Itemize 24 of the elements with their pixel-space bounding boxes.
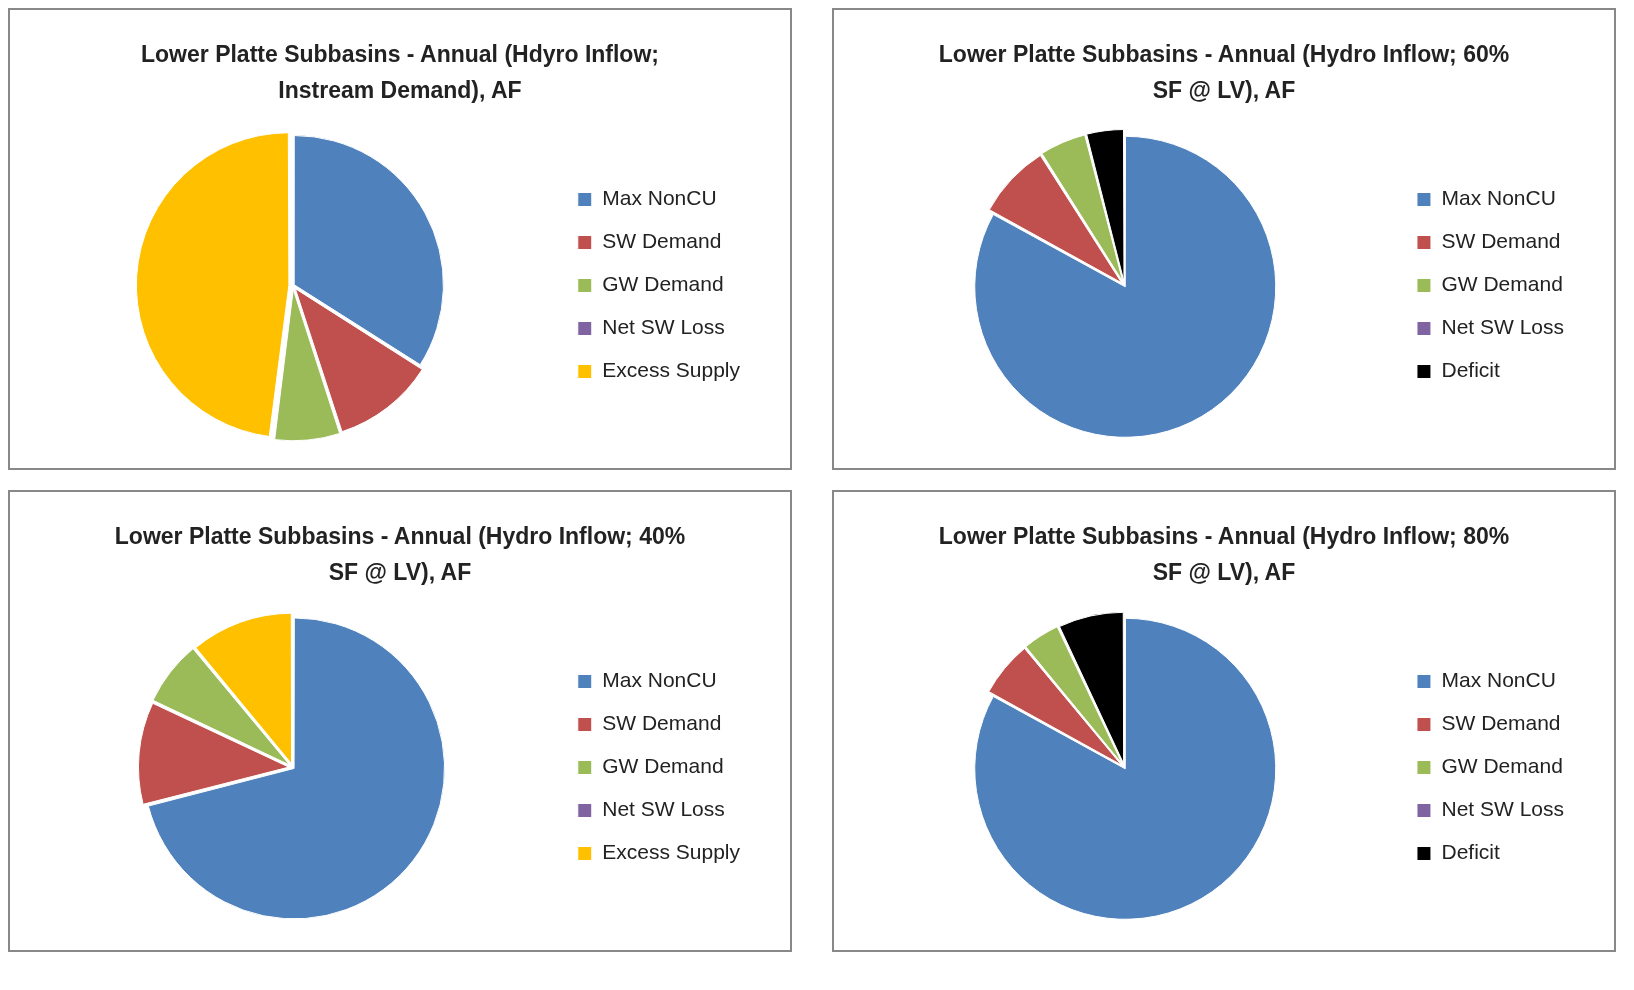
legend-label: Max NonCU (1441, 668, 1556, 692)
legend-label: Deficit (1441, 358, 1500, 382)
legend-label: SW Demand (1441, 229, 1561, 253)
chart-title: Lower Platte Subbasins - Annual (Hdyro Inflow; Instream Demand), AF (140, 40, 660, 105)
legend-label: Net SW Loss (602, 797, 725, 821)
legend-label: GW Demand (1441, 272, 1563, 296)
chart-title: Lower Platte Subbasins - Annual (Hydro Inflow; 40% SF @ LV), AF (113, 522, 687, 587)
legend-label: Excess Supply (602, 840, 741, 864)
legend-label: GW Demand (602, 272, 724, 296)
legend-label: Net SW Loss (1441, 797, 1565, 821)
chart-title: Lower Platte Subbasins - Annual (Hydro Inflow; 60% SF @ LV), AF (937, 40, 1511, 105)
legend-label: GW Demand (602, 754, 724, 778)
legend-label: Max NonCU (602, 668, 717, 692)
legend-label: GW Demand (1441, 754, 1563, 778)
legend-label: Net SW Loss (1441, 315, 1565, 339)
legend-label: SW Demand (602, 711, 722, 735)
legend-label: Max NonCU (1441, 186, 1556, 210)
legend-label: SW Demand (1441, 711, 1561, 735)
legend-label: Max NonCU (602, 186, 717, 210)
legend-label: Deficit (1441, 840, 1500, 864)
legend-label: SW Demand (602, 229, 722, 253)
chart-title: Lower Platte Subbasins - Annual (Hydro Inflow; 80% SF @ LV), AF (937, 522, 1511, 587)
legend-label: Excess Supply (602, 358, 741, 382)
legend-label: Net SW Loss (602, 315, 725, 339)
